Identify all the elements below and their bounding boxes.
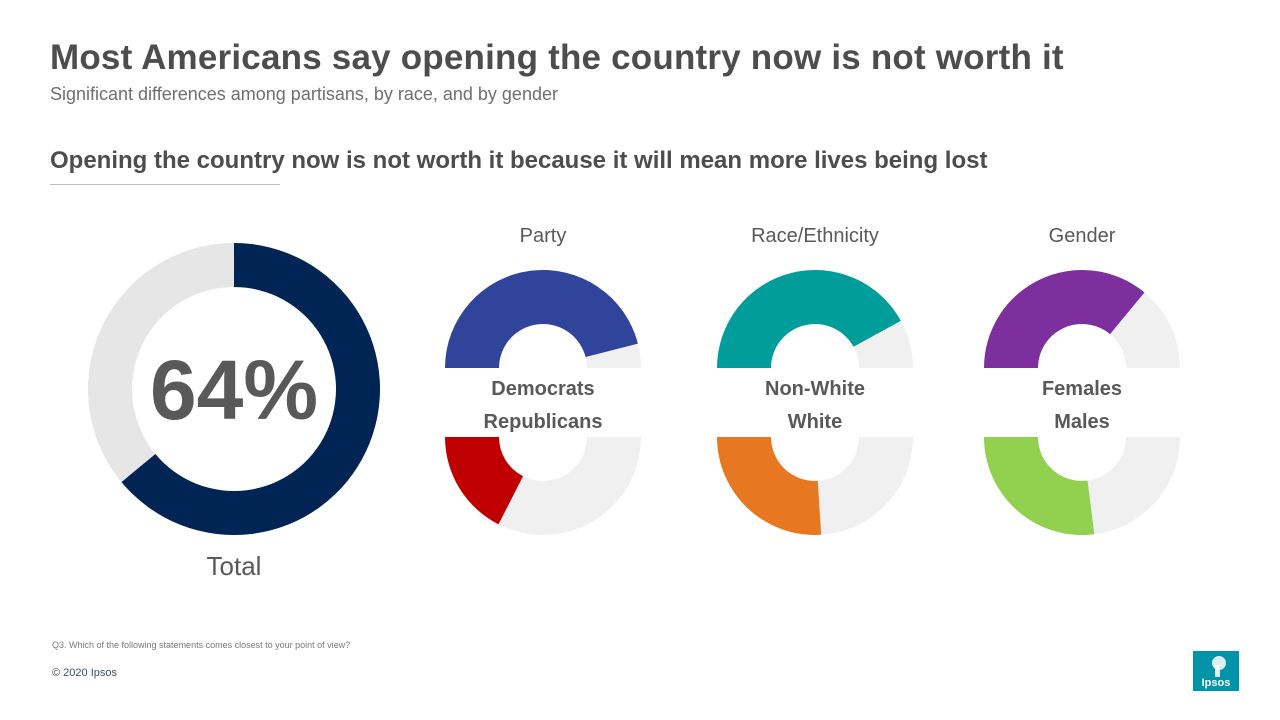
bottom-label-race-ethnicity: White xyxy=(788,411,842,433)
copyright: © 2020 Ipsos xyxy=(52,667,117,679)
top-arc-party xyxy=(445,269,638,368)
top-value-gender: 72% xyxy=(1058,339,1106,366)
bottom-arc-gender xyxy=(984,437,1095,535)
total-label: Total xyxy=(207,551,262,581)
question-footnote: Q3. Which of the following statements co… xyxy=(52,640,351,650)
bottom-value-gender: 54% xyxy=(1058,443,1106,470)
bottom-label-gender: Males xyxy=(1054,411,1110,433)
total-donut-value-arc xyxy=(121,243,380,535)
ipsos-logo: Ipsos xyxy=(1193,651,1239,691)
page-subtitle: Significant differences among partisans,… xyxy=(50,84,558,104)
bottom-label-party: Republicans xyxy=(484,411,603,433)
bottom-value-race-ethnicity: 52% xyxy=(791,443,839,470)
bottom-value-party: 35% xyxy=(519,443,567,470)
bottom-arc-party xyxy=(445,437,524,525)
logo-text: Ipsos xyxy=(1202,677,1231,689)
top-arc-gender xyxy=(984,270,1145,368)
group-title-race-ethnicity: Race/Ethnicity xyxy=(751,225,879,247)
total-value-label: 64% xyxy=(150,343,318,437)
top-value-race-ethnicity: 84% xyxy=(791,339,839,366)
page-title: Most Americans say opening the country n… xyxy=(50,38,1064,77)
question-underline xyxy=(50,184,280,185)
bottom-arc-race-ethnicity xyxy=(717,437,822,535)
group-title-gender: Gender xyxy=(1049,225,1116,247)
top-arc-race-ethnicity xyxy=(717,270,901,368)
top-label-party: Democrats xyxy=(491,378,594,400)
group-title-party: Party xyxy=(520,225,567,247)
top-label-race-ethnicity: Non-White xyxy=(765,378,865,400)
top-value-party: 92% xyxy=(519,339,567,366)
top-label-gender: Females xyxy=(1042,378,1122,400)
question-heading: Opening the country now is not worth it … xyxy=(50,147,988,174)
